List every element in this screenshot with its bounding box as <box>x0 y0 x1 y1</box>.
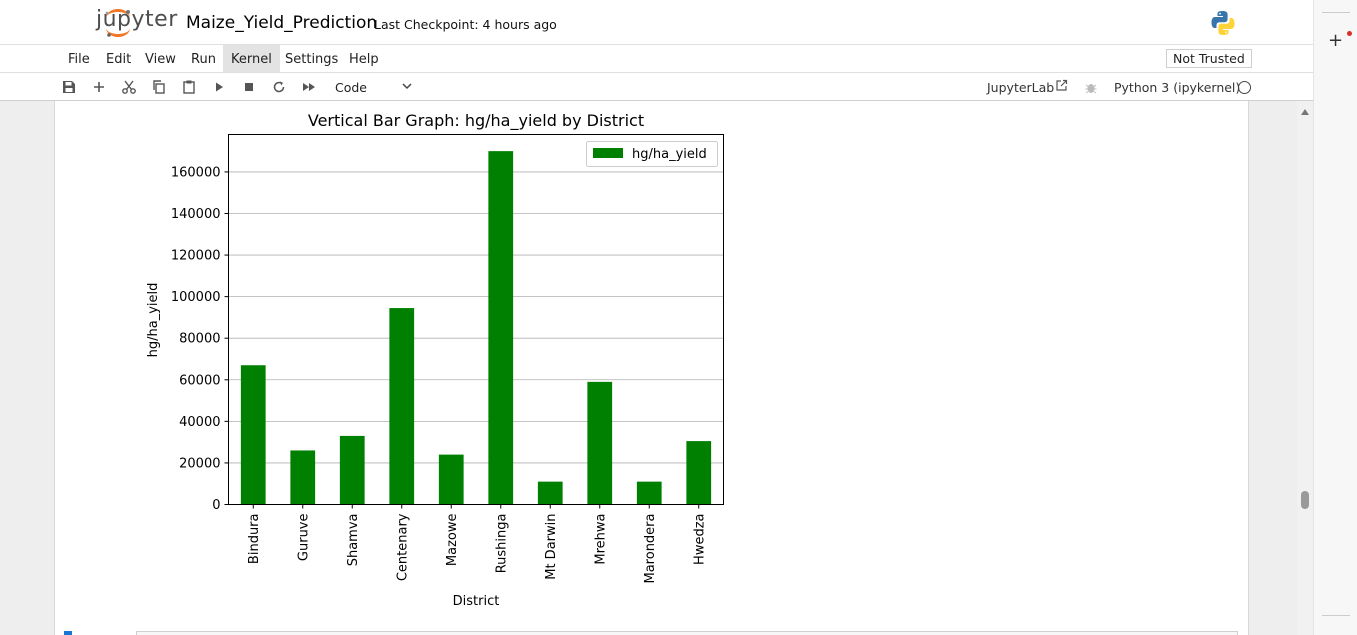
menu-run[interactable]: Run <box>191 52 216 67</box>
legend-label: hg/ha_yield <box>632 147 707 162</box>
bar-guruve <box>290 450 316 505</box>
bar-mazowe <box>438 454 464 505</box>
bar-hwedza <box>686 441 712 505</box>
last-checkpoint-label: Last Checkpoint: 4 hours ago <box>374 17 557 32</box>
copy-icon[interactable] <box>151 79 167 95</box>
jupyter-logo-icon[interactable] <box>64 8 174 38</box>
chart-xlabel: District <box>453 594 500 609</box>
y-tick-label: 0 <box>212 498 220 513</box>
not-trusted-button[interactable]: Not Trusted <box>1166 49 1252 68</box>
y-tick-label: 160000 <box>171 165 221 180</box>
side-divider <box>1322 12 1350 13</box>
chevron-down-icon[interactable] <box>402 82 412 90</box>
x-tick-label: Mrehwa <box>593 514 608 565</box>
cell-type-select[interactable]: Code <box>335 80 368 95</box>
chart-legend: hg/ha_yield <box>586 141 718 167</box>
scrollbar-thumb[interactable] <box>1301 491 1309 509</box>
browser-side-panel: + <box>1313 0 1357 635</box>
next-code-cell[interactable] <box>136 631 1238 635</box>
add-icon[interactable]: + <box>1328 30 1344 51</box>
bar-shamva <box>339 435 365 505</box>
legend-swatch <box>593 148 623 158</box>
stop-icon[interactable] <box>241 79 257 95</box>
menu-file[interactable]: File <box>68 52 90 67</box>
y-tick-label: 60000 <box>179 373 220 388</box>
notebook-scrollbar[interactable] <box>1297 101 1313 635</box>
chart-grid <box>228 171 724 464</box>
paste-icon[interactable] <box>181 79 197 95</box>
run-icon[interactable] <box>211 79 227 95</box>
side-divider <box>1322 615 1350 616</box>
legend-box <box>586 141 718 167</box>
x-tick-label: Shamva <box>346 514 361 567</box>
bar-mt-darwin <box>537 481 563 505</box>
bar-marondera <box>636 481 662 505</box>
menu-bar: File Edit View Run Kernel Settings Help … <box>0 44 1313 72</box>
python-logo-icon <box>1211 11 1235 35</box>
save-icon[interactable] <box>61 79 77 95</box>
x-tick-label: Marondera <box>643 514 658 584</box>
y-tick-label: 140000 <box>171 207 221 222</box>
menu-settings[interactable]: Settings <box>285 52 339 67</box>
bar-mrehwa <box>587 381 613 505</box>
scroll-up-icon[interactable] <box>1301 109 1309 115</box>
notebook-toolbar: Code JupyterLab Python 3 (ipykernel) <box>0 72 1313 101</box>
restart-icon[interactable] <box>271 79 287 95</box>
y-axis-ticks: 0 20000 40000 60000 80000 100000 120000 140000 1… <box>171 165 229 513</box>
active-cell-indicator <box>64 631 72 635</box>
x-tick-label: Mt Darwin <box>544 514 559 580</box>
menu-view[interactable]: View <box>145 52 176 67</box>
x-axis-ticks: Bindura Guruve Shamva Centenary Mazowe Rushin… <box>247 504 707 584</box>
bar-bindura <box>240 365 266 505</box>
kernel-status-icon <box>1238 81 1251 94</box>
y-tick-label: 120000 <box>171 249 221 264</box>
x-tick-label: Rushinga <box>494 514 509 574</box>
y-tick-label: 20000 <box>179 456 220 471</box>
chart-ylabel: hg/ha_yield <box>146 283 161 358</box>
x-tick-label: Guruve <box>296 514 311 562</box>
x-tick-label: Bindura <box>247 514 262 565</box>
x-tick-label: Hwedza <box>692 514 707 565</box>
cut-icon[interactable] <box>121 79 137 95</box>
menu-help[interactable]: Help <box>349 52 379 67</box>
notebook-header: jupyter Maize_Yield_Prediction Last Chec… <box>0 0 1313 44</box>
jupyter-logo-text: jupyter <box>96 7 178 32</box>
y-tick-label: 40000 <box>179 415 220 430</box>
external-link-icon[interactable] <box>1055 79 1068 92</box>
chart-title: Vertical Bar Graph: hg/ha_yield by Distr… <box>308 111 644 131</box>
x-tick-label: Mazowe <box>445 514 460 567</box>
menu-kernel[interactable]: Kernel <box>223 45 280 72</box>
chart-bars <box>240 151 712 505</box>
y-tick-label: 80000 <box>179 332 220 347</box>
fast-forward-icon[interactable] <box>301 79 317 95</box>
debugger-bug-icon[interactable] <box>1085 81 1097 94</box>
chart-frame <box>228 134 724 505</box>
kernel-name-label[interactable]: Python 3 (ipykernel) <box>1114 80 1241 95</box>
y-tick-label: 100000 <box>171 290 221 305</box>
menu-edit[interactable]: Edit <box>106 52 132 67</box>
x-tick-label: Centenary <box>395 513 410 581</box>
notebook-name[interactable]: Maize_Yield_Prediction <box>186 13 378 33</box>
add-cell-icon[interactable] <box>91 79 107 95</box>
bar-centenary <box>389 308 415 505</box>
bar-rushinga <box>488 151 514 505</box>
notification-dot-icon <box>1347 31 1352 36</box>
jupyterlab-link[interactable]: JupyterLab <box>987 80 1055 95</box>
